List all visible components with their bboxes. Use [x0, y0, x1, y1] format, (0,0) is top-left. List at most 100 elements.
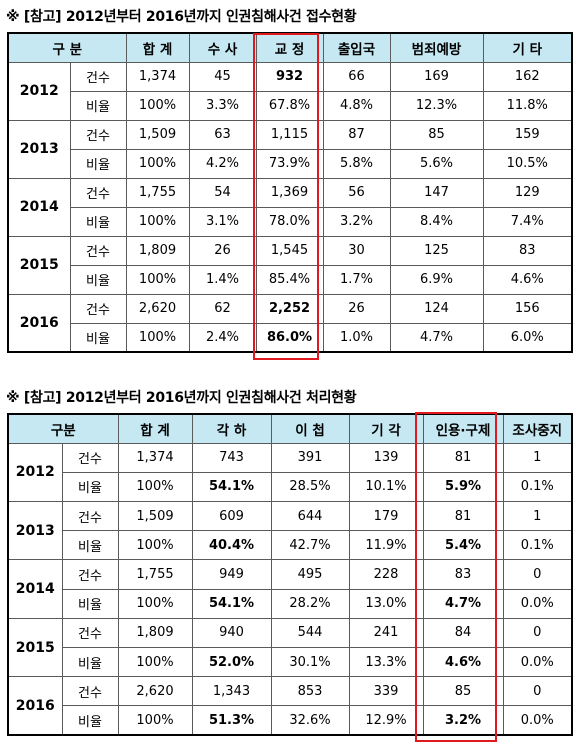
value-cell: 8.4%: [389, 206, 484, 237]
year-cell: 2016: [7, 676, 63, 736]
ratio-label: 비율: [61, 471, 119, 503]
ratio-label: 비율: [61, 646, 119, 678]
count-row: 2016 건수 2,620 62 2,252 26 124 156: [7, 293, 573, 353]
ratio-row: 비율 100% 3.1% 78.0% 3.2% 8.4% 7.4%: [8, 206, 573, 237]
value-cell: 1,509: [117, 501, 193, 532]
value-cell: 4.6%: [422, 646, 504, 678]
value-cell: 743: [191, 442, 272, 473]
value-cell: 100%: [125, 206, 190, 237]
year-cell: 2013: [7, 501, 63, 561]
value-cell: 1,809: [125, 235, 190, 266]
ratio-label: 비율: [69, 148, 127, 179]
count-label: 건수: [61, 442, 119, 473]
value-cell: 28.2%: [270, 588, 350, 619]
value-cell: 940: [191, 617, 272, 649]
count-row: 2014 건수 1,755 949 495 228 83 0: [7, 559, 573, 619]
value-cell: 644: [270, 501, 350, 532]
header-investigation-suspended: 조사중지: [502, 413, 573, 444]
value-cell: 0.1%: [502, 471, 573, 503]
ratio-label: 비율: [69, 90, 127, 121]
header-row: 구 분 합 계 수 사 교 정 출입국 범죄예방 기 타: [7, 32, 573, 63]
value-cell: 87: [322, 119, 391, 150]
value-cell: 4.8%: [322, 90, 391, 121]
count-label: 건수: [69, 293, 127, 324]
value-cell: 853: [270, 676, 350, 707]
value-cell: 5.4%: [422, 530, 504, 561]
value-cell: 932: [255, 61, 324, 92]
value-cell: 0.0%: [502, 588, 573, 619]
count-row: 2015 건수 1,809 26 1,545 30 125 83: [7, 235, 573, 295]
count-row: 2014 건수 1,755 54 1,369 56 147 129: [7, 177, 573, 237]
value-cell: 228: [348, 559, 424, 590]
value-cell: 0.1%: [502, 530, 573, 561]
value-cell: 66: [322, 61, 391, 92]
value-cell: 125: [389, 235, 484, 266]
value-cell: 86.0%: [255, 322, 324, 353]
value-cell: 30.1%: [270, 646, 350, 678]
value-cell: 1,343: [191, 676, 272, 707]
count-label: 건수: [61, 559, 119, 590]
value-cell: 1: [502, 501, 573, 532]
value-cell: 45: [188, 61, 257, 92]
section-1-title: ※ [참고] 2012년부터 2016년까지 인권침해사건 접수현황: [6, 9, 357, 25]
value-cell: 1,369: [255, 177, 324, 208]
value-cell: 4.2%: [188, 148, 257, 179]
value-cell: 2,620: [117, 676, 193, 707]
header-investigation: 수 사: [188, 32, 257, 63]
ratio-row: 비율 100% 54.1% 28.2% 13.0% 4.7% 0.0%: [8, 588, 573, 619]
value-cell: 1,115: [255, 119, 324, 150]
value-cell: 12.9%: [348, 705, 424, 736]
value-cell: 156: [482, 293, 573, 324]
value-cell: 1.0%: [322, 322, 391, 353]
count-row: 2013 건수 1,509 63 1,115 87 85 159: [7, 119, 573, 179]
header-accepted-relief: 인용·구제: [422, 413, 504, 444]
ratio-row: 비율 100% 3.3% 67.8% 4.8% 12.3% 11.8%: [8, 90, 573, 121]
value-cell: 81: [422, 442, 504, 473]
value-cell: 4.7%: [422, 588, 504, 619]
value-cell: 6.9%: [389, 264, 484, 295]
value-cell: 1,509: [125, 119, 190, 150]
ratio-row: 비율 100% 51.3% 32.6% 12.9% 3.2% 0.0%: [8, 705, 573, 736]
value-cell: 42.7%: [270, 530, 350, 561]
value-cell: 1,545: [255, 235, 324, 266]
header-total: 합 계: [125, 32, 190, 63]
count-label: 건수: [69, 177, 127, 208]
value-cell: 169: [389, 61, 484, 92]
value-cell: 10.5%: [482, 148, 573, 179]
value-cell: 54.1%: [191, 588, 272, 619]
value-cell: 5.8%: [322, 148, 391, 179]
value-cell: 129: [482, 177, 573, 208]
count-row: 2013 건수 1,509 609 644 179 81 1: [7, 501, 573, 561]
value-cell: 62: [188, 293, 257, 324]
value-cell: 32.6%: [270, 705, 350, 736]
value-cell: 4.7%: [389, 322, 484, 353]
value-cell: 3.2%: [422, 705, 504, 736]
count-label: 건수: [69, 61, 127, 92]
processing-status-table: 구분 합 계 각 하 이 첩 기 각 인용·구제 조사중지 2012 건수 1,37…: [7, 413, 573, 737]
value-cell: 4.6%: [482, 264, 573, 295]
value-cell: 3.1%: [188, 206, 257, 237]
value-cell: 12.3%: [389, 90, 484, 121]
value-cell: 179: [348, 501, 424, 532]
value-cell: 949: [191, 559, 272, 590]
value-cell: 100%: [117, 530, 193, 561]
value-cell: 2.4%: [188, 322, 257, 353]
receipt-status-table: 구 분 합 계 수 사 교 정 출입국 범죄예방 기 타 2012 건수 1,374…: [7, 32, 574, 353]
ratio-label: 비율: [69, 322, 127, 353]
value-cell: 73.9%: [255, 148, 324, 179]
value-cell: 609: [191, 501, 272, 532]
header-total: 합 계: [117, 413, 193, 444]
header-immigration: 출입국: [322, 32, 391, 63]
value-cell: 241: [348, 617, 424, 649]
value-cell: 1: [502, 442, 573, 473]
year-cell: 2015: [7, 235, 71, 295]
value-cell: 1,755: [117, 559, 193, 590]
ratio-label: 비율: [69, 206, 127, 237]
year-cell: 2014: [7, 177, 71, 237]
count-label: 건수: [61, 676, 119, 707]
value-cell: 54: [188, 177, 257, 208]
year-cell: 2016: [7, 293, 71, 353]
header-other: 기 타: [482, 32, 573, 63]
value-cell: 147: [389, 177, 484, 208]
ratio-row: 비율 100% 52.0% 30.1% 13.3% 4.6% 0.0%: [8, 646, 573, 678]
